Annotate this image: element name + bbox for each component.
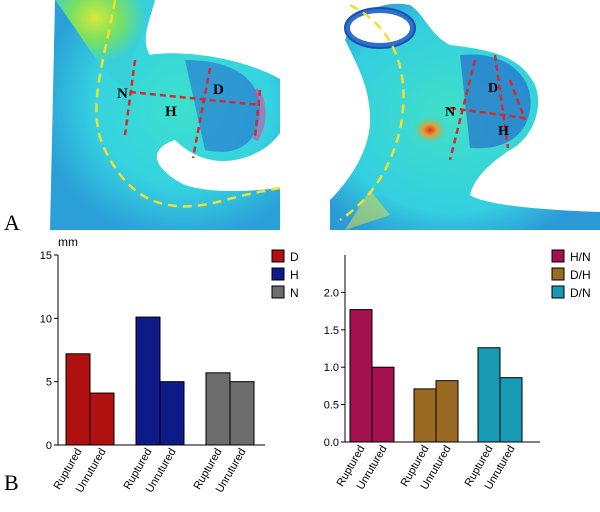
legend-label-H-N: H/N [570, 250, 591, 264]
bar-D-H-ruptured [413, 388, 437, 443]
bar-H-unrutured [159, 381, 185, 446]
y-tick-label: 5 [46, 377, 52, 389]
legend-swatch-H-N [551, 249, 565, 263]
measurement-lines [123, 59, 262, 159]
right-aneurysm-render: N H D [330, 0, 600, 230]
bar-N-unrutured [229, 381, 255, 446]
label-h: H [165, 104, 177, 120]
legend-swatch-D [271, 249, 285, 263]
bar-D-unrutured [89, 392, 115, 446]
label-h: H [498, 124, 509, 139]
y-tick-label: 1.0 [324, 362, 339, 374]
legend-label-D-H: D/H [570, 268, 591, 282]
y-tick-label: 0 [46, 440, 52, 452]
y-tick-label: 2.0 [324, 287, 339, 299]
bar-D-H-unrutured [435, 380, 459, 443]
label-d: D [213, 82, 224, 98]
legend-label-H: H [290, 268, 299, 282]
legend-label-D: D [290, 250, 299, 264]
y-tick-label: 15 [40, 250, 52, 262]
legend-swatch-D-N [551, 285, 565, 299]
bar-H-N-ruptured [349, 309, 373, 443]
legend-swatch-N [271, 285, 285, 299]
legend-label-N: N [290, 286, 299, 300]
panel-label-a: A [4, 210, 20, 235]
legend-swatch-D-H [551, 267, 565, 281]
bar-D-N-unrutured [499, 377, 523, 443]
bar-H-ruptured [135, 316, 161, 446]
bar-N-ruptured [205, 372, 231, 446]
left-aneurysm-render: N H D [45, 0, 280, 230]
panel-label-b: B [4, 470, 19, 495]
label-n: N [117, 86, 128, 102]
y-tick-label: 0.5 [324, 400, 339, 412]
bar-D-N-ruptured [477, 347, 501, 443]
y-tick-label: 1.5 [324, 325, 339, 337]
vessel-centerline [95, 0, 280, 208]
measurement-lines [448, 54, 527, 161]
legend-swatch-H [271, 267, 285, 281]
label-d: D [488, 81, 498, 96]
bar-H-N-unrutured [371, 366, 395, 443]
legend-label-D-N: D/N [570, 286, 591, 300]
y-tick-label: 10 [40, 313, 52, 325]
y-axis-unit-label: mm [58, 235, 78, 249]
y-tick-label: 0.0 [324, 437, 339, 449]
bar-D-ruptured [65, 353, 91, 446]
label-n: N [445, 105, 455, 120]
